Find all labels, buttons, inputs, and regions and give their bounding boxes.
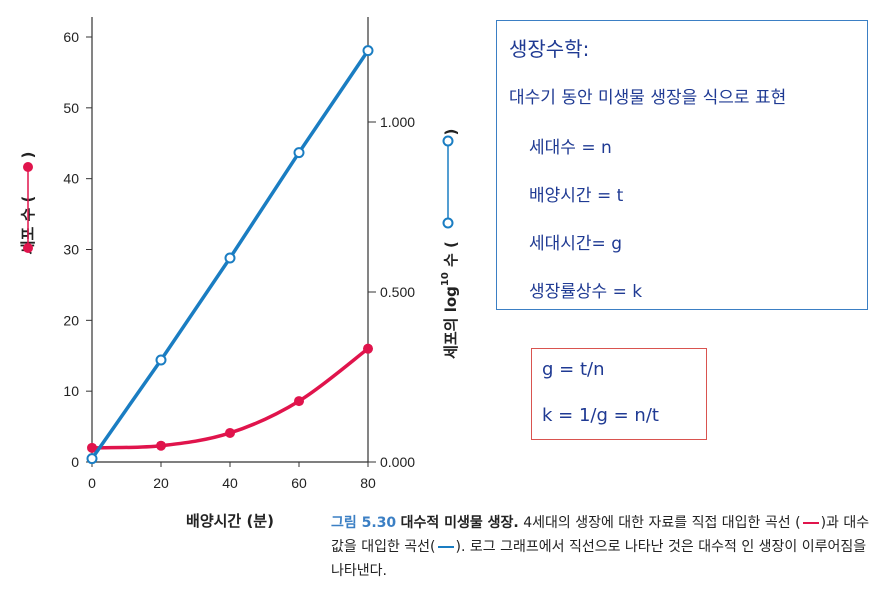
data-point-right [224, 252, 236, 264]
left-tick-label: 60 [63, 29, 79, 45]
info-line-generation-time: 세대시간= g [529, 234, 622, 254]
caption-text-3: ). 로그 그래프에서 직선으로 나타난 것은 대수적 인 생장이 이루어짐을 … [331, 539, 867, 579]
figure-caption: 그림 5.30 대수적 미생물 생장. 4세대의 생장에 대한 자료를 직접 대… [331, 511, 883, 583]
x-tick-label: 40 [222, 475, 238, 491]
info-title: 생장수학: [509, 37, 590, 61]
left-tick-label: 20 [63, 312, 79, 328]
left-legend-marker [23, 162, 33, 253]
data-point-left [156, 440, 166, 451]
info-line-time: 배양시간 = t [529, 186, 624, 206]
left-tick-label: 10 [63, 383, 79, 399]
data-point-right [86, 453, 98, 465]
figure-title: 대수적 미생물 생장. [400, 515, 519, 531]
figure-number: 그림 5.30 [331, 515, 397, 531]
caption-text-1: 4세대의 생장에 대한 자료를 직접 대입한 곡선 ( [523, 515, 801, 531]
x-axis-title: 배양시간 (분) [186, 512, 274, 530]
info-subtitle: 대수기 동안 미생물 생장을 식으로 표현 [509, 88, 787, 108]
x-tick-label: 80 [360, 475, 376, 491]
data-point-left [363, 343, 373, 354]
left-tick-label: 0 [71, 454, 79, 470]
left-tick-label: 50 [63, 100, 79, 116]
right-tick-label: 0.000 [380, 454, 415, 470]
caption-text-2: )과 대수 값을 대입한 곡선( [331, 515, 870, 555]
blue-line-swatch [437, 546, 454, 548]
formula-growth-rate: k = 1/g = n/t [542, 405, 659, 426]
right-tick-label: 1.000 [380, 114, 415, 130]
data-point-left [294, 396, 304, 407]
x-tick-label: 20 [153, 475, 169, 491]
growth-math-box: 생장수학: 대수기 동안 미생물 생장을 식으로 표현 세대수 = n 배양시간… [496, 20, 868, 310]
info-line-generations: 세대수 = n [529, 138, 612, 158]
info-line-growth-rate: 생장률상수 = k [529, 282, 643, 302]
right-axis-title: 세포의 log10 수 ( [440, 241, 460, 359]
data-point-left [87, 442, 97, 453]
data-point-right [293, 147, 305, 159]
data-point-right [362, 45, 374, 57]
x-tick-label: 0 [88, 475, 96, 491]
right-legend-marker [442, 135, 454, 229]
left-axis-title-close: ) [19, 152, 37, 159]
red-line-swatch [802, 522, 819, 524]
data-point-left [225, 427, 235, 438]
formula-box: g = t/n k = 1/g = n/t [531, 348, 707, 440]
right-axis-title-close: ) [442, 129, 460, 136]
left-tick-label: 40 [63, 171, 79, 187]
left-tick-label: 30 [63, 242, 79, 258]
right-tick-label: 0.500 [380, 284, 415, 300]
x-tick-label: 60 [291, 475, 307, 491]
data-point-right [155, 354, 167, 366]
formula-generation-time: g = t/n [542, 359, 605, 380]
